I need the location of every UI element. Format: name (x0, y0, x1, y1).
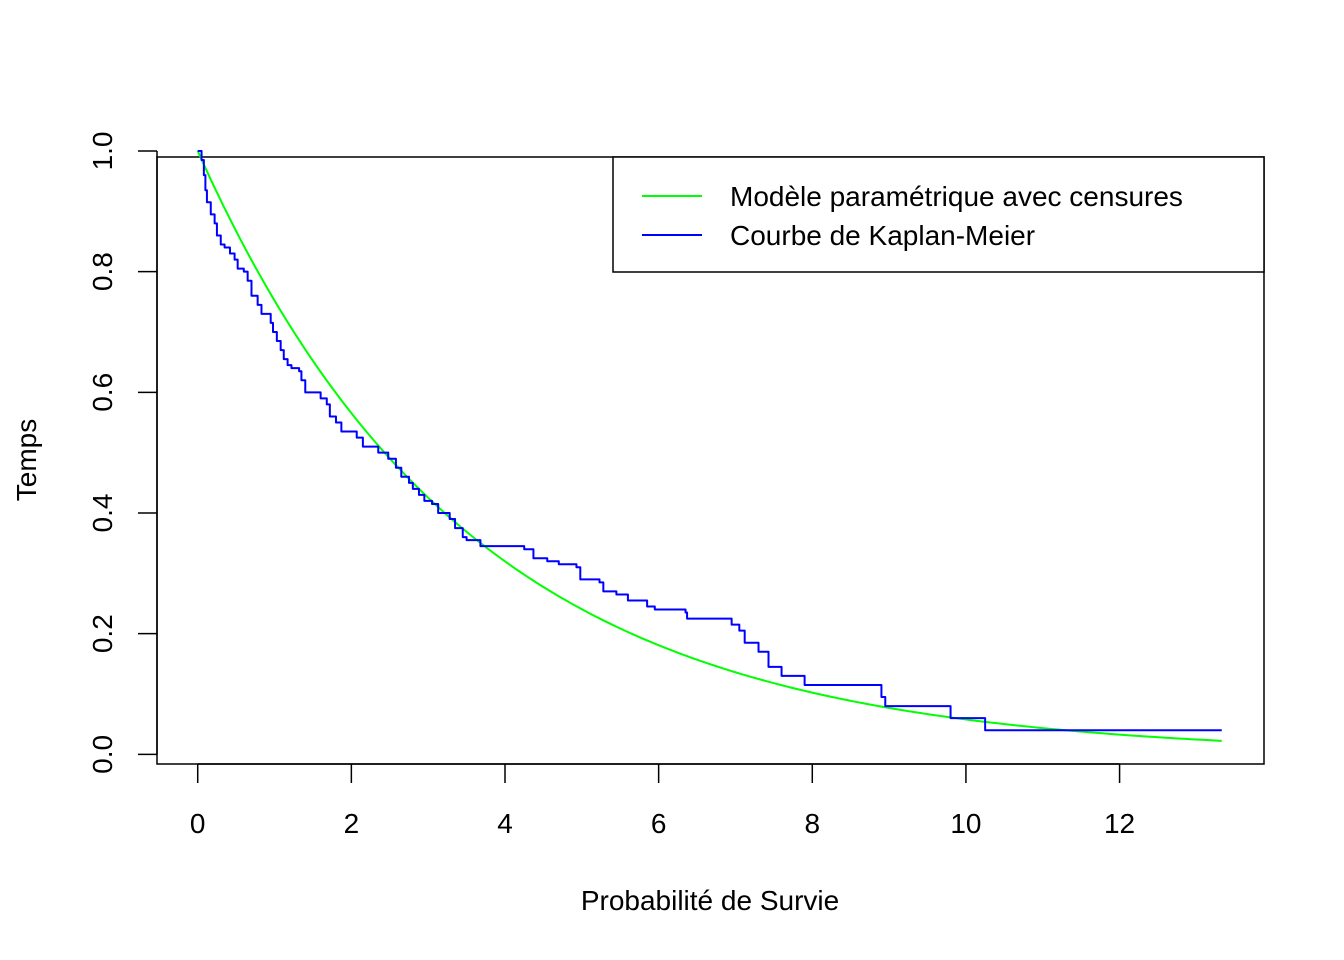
x-tick-label: 10 (950, 808, 981, 839)
x-tick-label: 4 (497, 808, 513, 839)
legend: Modèle paramétrique avec censures Courbe… (612, 156, 1265, 273)
y-axis: 0.0 0.2 0.4 0.6 0.8 1.0 (87, 131, 158, 774)
y-tick-label: 0.0 (87, 735, 118, 774)
legend-box (612, 156, 1265, 273)
x-tick-label: 8 (804, 808, 820, 839)
y-tick-label: 0.4 (87, 494, 118, 533)
y-tick-label: 0.6 (87, 373, 118, 412)
x-tick-label: 6 (651, 808, 667, 839)
x-axis: 0 2 4 6 8 10 12 (190, 763, 1135, 839)
series-line-kaplan-meier (197, 149, 1222, 732)
x-axis-label: Probabilité de Survie (581, 885, 839, 916)
legend-label-km: Courbe de Kaplan-Meier (730, 220, 1035, 251)
x-tick-label: 0 (190, 808, 206, 839)
y-tick-label: 0.2 (87, 614, 118, 653)
y-tick-label: 0.8 (87, 252, 118, 291)
series-line-model (196, 150, 1222, 742)
legend-label-model: Modèle paramétrique avec censures (730, 181, 1183, 212)
chart-series (196, 149, 1222, 742)
y-tick-label: 1.0 (87, 131, 118, 170)
y-axis-label: Temps (11, 419, 42, 501)
x-tick-label: 12 (1104, 808, 1135, 839)
x-tick-label: 2 (344, 808, 360, 839)
